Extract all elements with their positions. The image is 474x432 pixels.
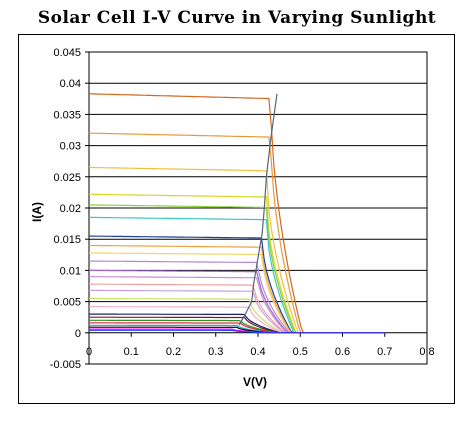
iv-curve-1 xyxy=(88,93,385,334)
y-tick-label: 0 xyxy=(75,328,81,340)
y-tick-label: 0.035 xyxy=(53,109,81,121)
iv-curve-8 xyxy=(88,244,385,334)
y-axis-title: I(A) xyxy=(30,202,44,222)
x-tick-label: 0.8 xyxy=(419,346,434,358)
series-lines xyxy=(88,93,385,334)
tick-labels: -0.005 0 0.005 0.01 0.015 0.02 0.025 0.03 0.035 0… xyxy=(50,47,435,371)
y-tick-label: 0.02 xyxy=(60,203,81,215)
gridlines xyxy=(89,51,427,303)
x-tick-label: 0.6 xyxy=(335,346,350,358)
iv-curve-24 xyxy=(89,329,385,334)
chart-title: Solar Cell I-V Curve in Varying Sunlight xyxy=(37,8,437,28)
y-tick-label: -0.005 xyxy=(50,359,81,371)
x-tick-label: 0.5 xyxy=(293,346,308,358)
x-tick-label: 0 xyxy=(86,346,92,358)
iv-curve-3 xyxy=(88,166,385,334)
iv-curve-6 xyxy=(89,216,385,334)
y-tick-label: 0.025 xyxy=(53,172,81,184)
x-tick-label: 0.4 xyxy=(250,346,265,358)
y-tick-label: 0.015 xyxy=(53,234,81,246)
iv-curve-4 xyxy=(89,193,385,334)
max-power-trace xyxy=(238,93,278,326)
x-tick-label: 0.7 xyxy=(377,346,392,358)
y-tick-label: 0.005 xyxy=(53,297,81,309)
iv-curve-2 xyxy=(88,132,385,334)
y-tick-label: 0.04 xyxy=(60,78,81,90)
iv-curve-14 xyxy=(89,289,385,334)
y-tick-label: 0.01 xyxy=(60,265,81,277)
x-tick-label: 0.1 xyxy=(124,346,139,358)
x-axis-title: V(V) xyxy=(243,375,267,389)
plot-area-border xyxy=(88,51,428,365)
y-tick-label: 0.045 xyxy=(53,47,81,59)
x-tick-label: 0.2 xyxy=(166,346,181,358)
x-tick-label: 0.3 xyxy=(208,346,223,358)
y-tick-label: 0.03 xyxy=(60,141,81,153)
